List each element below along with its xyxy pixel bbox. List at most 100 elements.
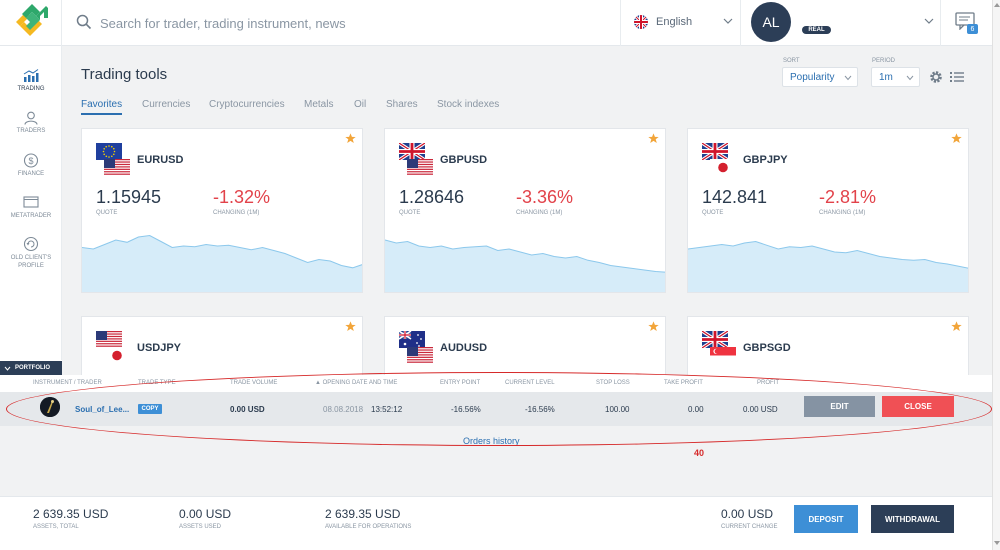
withdrawal-button[interactable]: WITHDRAWAL	[871, 505, 954, 533]
sidebar-item-label-line2: PROFILE	[18, 263, 44, 269]
change-label: CHANGING (1M)	[516, 210, 563, 216]
favorite-star-icon[interactable]	[345, 321, 356, 332]
favorite-star-icon[interactable]	[648, 321, 659, 332]
change-value: -1.32%	[213, 187, 271, 207]
sparkline-line	[82, 234, 362, 269]
change-value: -3.36%	[516, 187, 574, 207]
period-select[interactable]: 1m	[871, 67, 920, 87]
favorite-star-icon[interactable]	[648, 133, 659, 144]
dollar-icon: $	[23, 153, 39, 168]
quote-label: QUOTE	[96, 210, 118, 216]
instrument-card-gbpsgd[interactable]: GBPSGD	[687, 316, 969, 376]
sidebar-item-label: METATRADER	[10, 213, 52, 219]
sparkline-chart	[385, 239, 665, 292]
period-label: PERIOD	[872, 58, 896, 64]
monitor-icon	[23, 196, 39, 208]
available-value: 2 639.35 USD	[325, 507, 401, 521]
sort-select[interactable]: Popularity	[782, 67, 858, 87]
sidebar-item-metatrader[interactable]: METATRADER	[0, 196, 62, 220]
current-change-label: CURRENT CHANGE	[721, 524, 778, 530]
deposit-button[interactable]: DEPOSIT	[794, 505, 858, 533]
quote-value: 1.15945	[96, 187, 162, 207]
annotation-ellipse	[6, 372, 992, 446]
annotation-number: 40	[694, 448, 705, 458]
language-label: English	[656, 16, 693, 28]
us-flag-icon	[104, 159, 130, 176]
gear-icon[interactable]	[929, 70, 943, 84]
language-selector[interactable]: English	[620, 0, 740, 46]
chevron-down-icon	[723, 18, 733, 24]
sparkline-area	[82, 235, 362, 292]
favorite-star-icon[interactable]	[951, 321, 962, 332]
search-input[interactable]	[100, 13, 580, 33]
messages-button[interactable]: 6	[940, 0, 992, 46]
us-flag-icon	[96, 331, 122, 348]
tab-stock-indexes[interactable]: Stock indexes	[437, 99, 500, 110]
chevron-down-icon	[924, 18, 934, 24]
avatar[interactable]: AL	[751, 2, 791, 42]
account-summary-footer: 2 639.35 USD ASSETS, TOTAL 0.00 USD ASSE…	[0, 496, 992, 550]
sparkline-line	[688, 240, 968, 269]
list-view-icon[interactable]	[950, 71, 964, 83]
traders-icon	[24, 111, 38, 125]
portfolio-toggle[interactable]: PORTFOLIO	[0, 361, 62, 375]
portfolio-label: PORTFOLIO	[15, 365, 50, 371]
scroll-down-icon	[994, 541, 1000, 545]
sidebar: TRADING TRADERS $ FINANCE METATRADER OLD…	[0, 46, 62, 360]
sort-value: Popularity	[790, 72, 835, 83]
sidebar-item-old-profile[interactable]: OLD CLIENT'S PROFILE	[0, 236, 62, 270]
search-icon	[76, 14, 92, 30]
logo[interactable]	[0, 0, 62, 46]
sparkline-area	[385, 240, 665, 292]
messages-count-badge: 6	[967, 24, 978, 34]
assets-total-label: ASSETS, TOTAL	[33, 524, 79, 530]
search-box[interactable]	[76, 13, 596, 33]
change-label: CHANGING (1M)	[819, 210, 866, 216]
col-instrument[interactable]: INSTRUMENT / TRADER	[33, 380, 102, 386]
account-type-badge: REAL	[802, 26, 831, 34]
chevron-down-icon	[844, 75, 852, 81]
instrument-card-gbpusd[interactable]: GBPUSD 1.28646 QUOTE -3.36% CHANGING (1M)	[384, 128, 666, 293]
sparkline-chart	[82, 234, 362, 292]
tab-cryptocurrencies[interactable]: Cryptocurrencies	[209, 99, 285, 110]
tab-shares[interactable]: Shares	[386, 99, 418, 110]
favorite-star-icon[interactable]	[951, 133, 962, 144]
assets-used-value: 0.00 USD	[179, 507, 232, 521]
account-menu[interactable]: AL REAL	[740, 0, 940, 46]
us-flag-icon	[407, 347, 433, 364]
favorite-star-icon[interactable]	[345, 133, 356, 144]
instrument-card-gbpjpy[interactable]: GBPJPY 142.841 QUOTE -2.81% CHANGING (1M)	[687, 128, 969, 293]
sparkline-chart	[688, 240, 968, 292]
sidebar-item-finance[interactable]: $ FINANCE	[0, 153, 62, 178]
tab-oil[interactable]: Oil	[354, 99, 367, 110]
sidebar-item-label: TRADING	[17, 86, 45, 92]
quote-value: 1.28646	[399, 187, 465, 207]
svg-text:$: $	[28, 156, 33, 166]
eu-flag-icon	[96, 143, 122, 160]
quote-label: QUOTE	[399, 210, 421, 216]
tab-favorites[interactable]: Favorites	[81, 99, 123, 115]
assets-total-value: 2 639.35 USD	[33, 507, 109, 521]
uk-flag-icon	[702, 143, 728, 160]
scroll-up-icon	[994, 3, 1000, 7]
quote-value: 142.841	[702, 187, 768, 207]
sparkline-line	[385, 239, 665, 273]
available-label: AVAILABLE FOR OPERATIONS	[325, 524, 412, 530]
us-flag-icon	[407, 159, 433, 176]
tab-currencies[interactable]: Currencies	[142, 99, 191, 110]
sidebar-item-label: TRADERS	[16, 128, 46, 134]
scrollbar[interactable]	[992, 0, 1000, 550]
assets-used-label: ASSETS USED	[179, 524, 222, 530]
uk-flag-icon	[634, 15, 648, 29]
instrument-card-usdjpy[interactable]: USDJPY	[81, 316, 363, 376]
sidebar-item-trading[interactable]: TRADING	[0, 69, 62, 93]
instrument-symbol: EURUSD	[137, 154, 184, 166]
instrument-card-eurusd[interactable]: EURUSD 1.15945 QUOTE -1.32% CHANGING (1M)	[81, 128, 363, 293]
tab-metals[interactable]: Metals	[304, 99, 334, 110]
sidebar-item-traders[interactable]: TRADERS	[0, 111, 62, 135]
page-title: Trading tools	[81, 66, 168, 83]
instrument-card-audusd[interactable]: AUDUSD	[384, 316, 666, 376]
chart-icon	[23, 69, 39, 82]
japan-flag-icon	[710, 159, 736, 176]
singapore-flag-icon	[710, 347, 736, 364]
